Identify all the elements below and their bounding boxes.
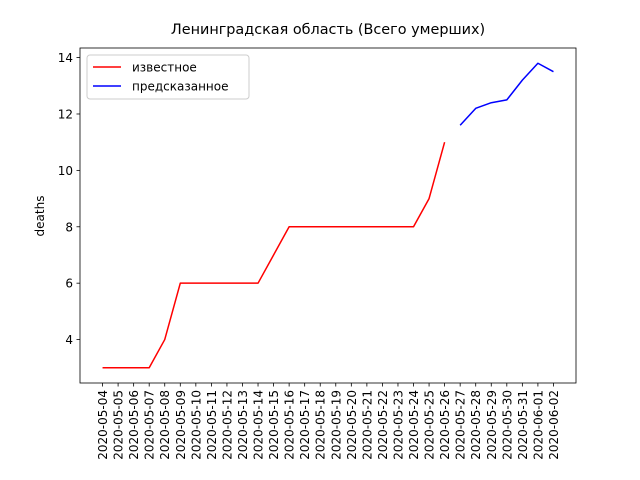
x-tick-label: 2020-05-14 <box>252 390 266 460</box>
x-tick-label: 2020-05-19 <box>329 390 343 460</box>
x-tick-label: 2020-05-11 <box>205 390 219 460</box>
y-axis-label: deaths <box>33 196 47 237</box>
legend-label: известное <box>132 61 197 75</box>
x-tick-label: 2020-05-27 <box>454 390 468 460</box>
x-tick-label: 2020-05-23 <box>391 390 405 460</box>
y-tick-label: 6 <box>65 277 73 291</box>
x-tick-label: 2020-05-04 <box>96 390 110 460</box>
x-tick-label: 2020-05-15 <box>267 390 281 460</box>
x-tick-label: 2020-05-08 <box>158 390 172 460</box>
x-tick-label: 2020-05-17 <box>298 390 312 460</box>
x-tick-label: 2020-05-16 <box>283 390 297 460</box>
x-tick-label: 2020-05-06 <box>127 390 141 460</box>
line-series <box>102 141 446 369</box>
x-tick-label: 2020-06-02 <box>547 390 561 460</box>
x-tick-label: 2020-05-28 <box>469 390 483 460</box>
x-tick-label: 2020-06-01 <box>531 390 545 460</box>
x-tick-label: 2020-05-18 <box>314 390 328 460</box>
x-tick-label: 2020-05-07 <box>143 390 157 460</box>
x-tick-label: 2020-05-31 <box>516 390 530 460</box>
y-tick-label: 4 <box>65 333 73 347</box>
x-tick-label: 2020-05-26 <box>438 390 452 460</box>
x-tick-label: 2020-05-21 <box>360 390 374 460</box>
y-tick-label: 14 <box>58 51 73 65</box>
plot-frame <box>79 47 577 384</box>
x-tick-label: 2020-05-12 <box>220 390 234 460</box>
y-tick-label: 12 <box>58 107 73 121</box>
x-tick-label: 2020-05-22 <box>376 390 390 460</box>
legend-label: предсказанное <box>132 80 229 94</box>
line-series <box>459 62 554 126</box>
x-tick-label: 2020-05-29 <box>485 390 499 460</box>
x-tick-label: 2020-05-09 <box>174 390 188 460</box>
chart-title: Ленинградская область (Всего умерших) <box>171 22 485 38</box>
x-tick-label: 2020-05-13 <box>236 390 250 460</box>
x-tick-label: 2020-05-20 <box>345 390 359 460</box>
y-tick-label: 10 <box>58 164 73 178</box>
x-tick-label: 2020-05-10 <box>189 390 203 460</box>
legend-box <box>86 54 250 100</box>
y-tick-label: 8 <box>65 220 73 234</box>
x-tick-label: 2020-05-25 <box>423 390 437 460</box>
x-tick-label: 2020-05-05 <box>112 390 126 460</box>
x-tick-label: 2020-05-30 <box>500 390 514 460</box>
x-tick-label: 2020-05-24 <box>407 390 421 460</box>
